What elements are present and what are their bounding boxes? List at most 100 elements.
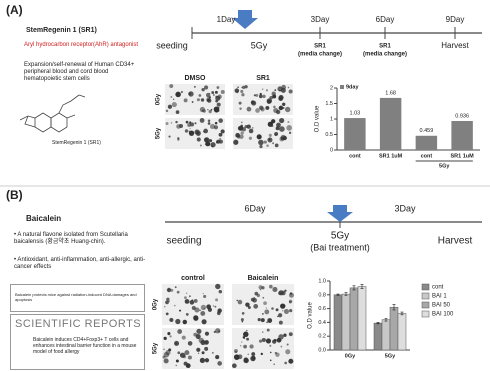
colony	[215, 355, 220, 360]
colony	[187, 341, 193, 346]
colony	[205, 92, 211, 98]
bar	[373, 322, 383, 351]
legend-label: cont	[432, 285, 444, 291]
colony	[287, 120, 290, 123]
colony	[214, 305, 217, 308]
colony	[208, 139, 213, 143]
colony	[275, 308, 279, 312]
label: 5Gy	[156, 127, 162, 139]
colony	[246, 337, 250, 341]
colony	[262, 296, 265, 299]
colony	[236, 91, 239, 94]
label: 0Gy	[153, 298, 159, 310]
colony	[240, 124, 244, 128]
colony	[284, 289, 287, 292]
y-tick-label: 0.5	[325, 132, 333, 138]
colony	[240, 131, 244, 135]
colony	[283, 304, 286, 307]
colony	[288, 131, 292, 135]
colony	[285, 349, 291, 355]
label: SR1	[256, 75, 270, 82]
legend-swatch	[421, 292, 430, 300]
colony	[183, 296, 187, 300]
colony	[237, 86, 239, 89]
bar	[344, 118, 366, 150]
colony	[195, 334, 201, 340]
colony	[242, 336, 246, 339]
colony	[278, 96, 284, 101]
colony	[238, 101, 242, 105]
colony	[241, 127, 247, 132]
colony	[246, 329, 248, 332]
colony	[248, 128, 254, 134]
colony	[218, 132, 223, 137]
colony	[164, 306, 166, 308]
colony	[242, 85, 246, 90]
colony	[287, 86, 290, 89]
colony	[171, 102, 177, 108]
colony	[254, 291, 259, 296]
colony	[261, 337, 266, 343]
colony	[251, 352, 256, 356]
colony	[177, 137, 180, 140]
colony	[271, 307, 274, 310]
colony	[163, 358, 169, 364]
label: (media change)	[363, 52, 407, 58]
colony	[289, 308, 293, 313]
label: 0Gy	[156, 93, 162, 105]
legend-label: BAI 100	[432, 312, 454, 318]
journal-name: SCIENTIFIC REPORTS	[15, 318, 142, 330]
colony	[256, 134, 262, 140]
colony	[234, 348, 238, 353]
colony	[193, 299, 198, 303]
colony	[280, 345, 283, 348]
colony	[194, 129, 200, 135]
value-label: 1.68	[385, 90, 396, 96]
bar	[397, 313, 407, 351]
colony	[173, 98, 175, 100]
colony	[181, 335, 186, 340]
error-bar	[376, 322, 380, 325]
colony	[213, 330, 217, 334]
colony	[196, 347, 201, 352]
label: 5Gy	[251, 40, 268, 50]
label: 5Gy	[153, 342, 159, 354]
bar	[349, 287, 359, 351]
colony	[279, 117, 285, 124]
colony	[166, 297, 170, 301]
colony	[273, 363, 275, 365]
colony	[201, 351, 205, 355]
colony	[259, 145, 263, 149]
label: (Bai treatment)	[310, 242, 370, 252]
bar	[451, 120, 473, 150]
colony	[207, 108, 209, 111]
colony	[256, 136, 259, 138]
colony	[246, 124, 251, 129]
colony	[286, 343, 289, 346]
colony	[169, 317, 174, 323]
colony	[216, 311, 221, 316]
y-tick-label: 0.0	[318, 347, 326, 353]
colony	[215, 99, 219, 103]
colony	[180, 90, 183, 94]
x-tick-label: SR1 1uM	[451, 153, 475, 159]
colony	[286, 125, 292, 131]
colony	[241, 312, 245, 315]
colony	[275, 126, 280, 131]
colony	[261, 286, 265, 290]
y-tick-label: 1.5	[325, 101, 333, 107]
colony	[218, 289, 223, 294]
y-tick-label: 0.6	[318, 306, 326, 312]
colony	[262, 331, 264, 333]
colony	[248, 136, 253, 140]
colony	[168, 289, 170, 291]
colony	[236, 299, 238, 302]
colony	[184, 299, 190, 304]
colony	[282, 135, 287, 141]
colony	[162, 355, 166, 359]
colony	[212, 94, 215, 96]
colony	[165, 122, 169, 126]
colony	[199, 106, 206, 113]
colony	[204, 340, 209, 345]
colony	[258, 339, 263, 343]
